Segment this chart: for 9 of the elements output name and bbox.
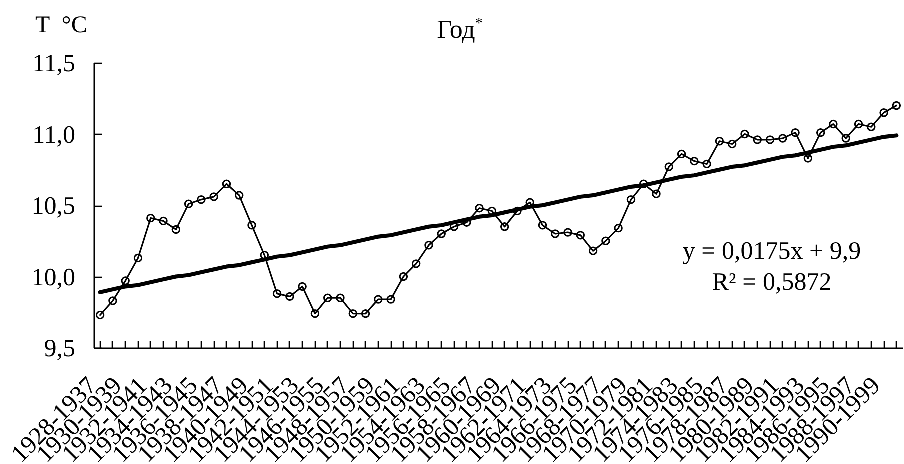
y-tick-label: 11,0 [32,122,76,149]
y-tick-label: 9,5 [44,336,76,362]
chart-title: Год$^{*}$ [437,15,483,44]
y-tick-label: 11,5 [32,50,76,78]
y-axis-title: T °C [36,12,88,38]
y-tick-label: 10,0 [32,264,76,292]
annotation: R² = 0,5872 [712,269,832,296]
y-tick-label: 10,5 [32,193,76,220]
annotation: y = 0,0175x + 9,9 [682,238,862,265]
